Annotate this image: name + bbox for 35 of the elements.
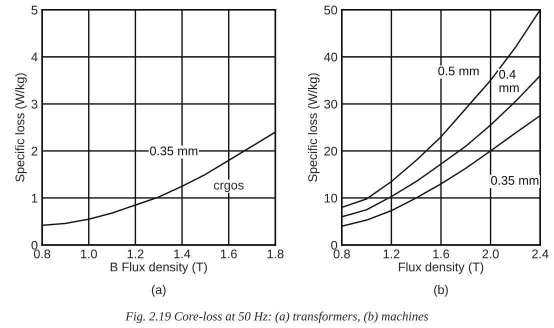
x-tick-label: 0.8	[34, 250, 50, 258]
x-tick-label: 1.2	[128, 250, 144, 258]
y-axis-title: Specific loss (W/kg)	[308, 73, 320, 182]
y-tick-label: 3	[31, 100, 38, 109]
x-tick-label: 1.4	[174, 250, 190, 258]
y-tick-label: 0	[31, 240, 38, 250]
annotation: crgos	[214, 182, 244, 192]
y-tick-label: 5	[31, 6, 38, 14]
series-label: 0.5 mm	[438, 66, 479, 76]
x-tick-label: 1.6	[220, 250, 237, 258]
x-tick-label: 1.0	[81, 250, 97, 258]
x-tick-label: 1.8	[268, 250, 284, 258]
y-tick-label: 2	[32, 146, 38, 156]
y-tick-label: 50	[324, 6, 338, 14]
y-tick-label: 0	[331, 240, 338, 250]
y-tick-label: 30	[324, 100, 338, 109]
x-tick-label: 1.2	[384, 250, 400, 258]
series-label: 0.35 mm	[491, 176, 538, 185]
x-tick-label: 2.4	[532, 250, 548, 258]
text: (b)	[434, 284, 448, 297]
x-tick-label: 1.6	[433, 250, 450, 258]
series-label: 0.4 mm	[499, 70, 519, 92]
y-tick-label: 10	[324, 194, 338, 203]
y-tick-label: 1	[32, 194, 38, 203]
x-axis-title: B Flux density (T)	[110, 262, 207, 274]
caption: Fig. 2.19 Core-loss at 50 Hz: (a) transformers, (b) machines	[125, 312, 428, 324]
series-label: 0.35 mm	[150, 146, 198, 156]
y-tick-label: 20	[324, 146, 338, 156]
x-axis-title: Flux density (T)	[398, 262, 484, 274]
y-tick-label: 40	[324, 52, 338, 62]
y-axis-title: Specific loss (W/kg)	[15, 73, 27, 182]
text: (a)	[152, 284, 166, 297]
x-tick-label: 0.8	[334, 250, 350, 258]
y-tick-label: 4	[31, 52, 38, 62]
x-tick-label: 2.0	[482, 250, 499, 258]
